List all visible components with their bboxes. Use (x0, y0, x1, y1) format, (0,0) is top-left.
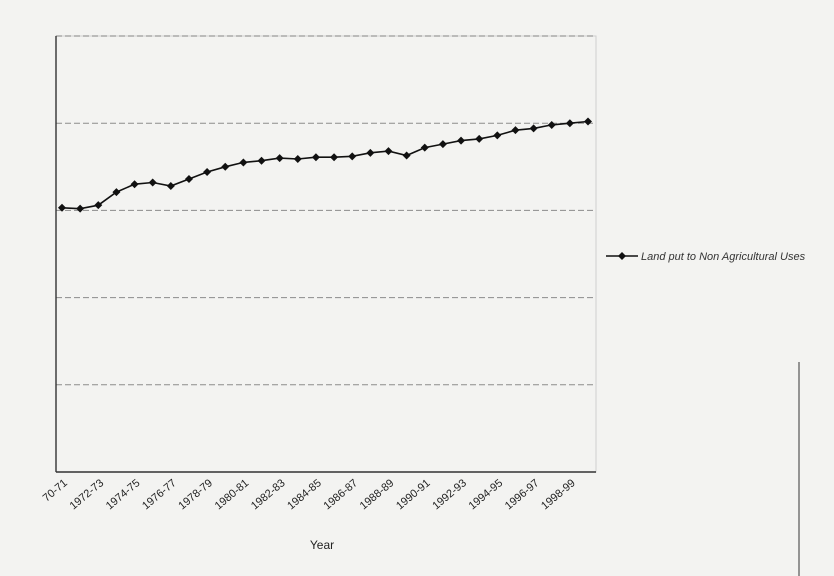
data-point (166, 181, 175, 190)
x-tick-label: 1972-73 (68, 477, 107, 512)
data-point (275, 154, 284, 163)
data-point (384, 147, 393, 156)
data-point (493, 131, 502, 140)
x-tick-label: 1996-97 (503, 477, 542, 512)
data-point (58, 203, 66, 212)
data-point (130, 180, 139, 189)
data-point (203, 168, 212, 177)
data-point (529, 124, 538, 133)
x-tick-label: 1976-77 (140, 477, 179, 512)
legend-marker (618, 252, 626, 260)
data-point (457, 136, 466, 145)
data-point (402, 151, 411, 160)
data-point (293, 154, 302, 163)
data-point (112, 188, 121, 197)
x-tick-label: 1982-83 (249, 477, 288, 512)
data-point (76, 204, 85, 213)
series-points (58, 117, 592, 213)
data-point (547, 120, 556, 129)
x-tick-label: 1986-87 (321, 477, 360, 512)
data-point (148, 178, 157, 187)
x-tick-label: 1992-93 (430, 477, 469, 512)
x-tick-label: 1980-81 (213, 477, 252, 512)
data-point (330, 153, 339, 162)
x-tick-label: 1984-85 (285, 477, 324, 512)
x-tick-label: 1994-95 (467, 477, 506, 512)
data-point (366, 148, 375, 157)
x-tick-label: 1998-99 (539, 477, 578, 512)
x-tick-labels: 70-711972-731974-751976-771978-791980-81… (41, 477, 578, 512)
data-point (348, 152, 357, 161)
x-tick-label: 1988-89 (358, 477, 397, 512)
data-point (475, 134, 484, 143)
data-point (221, 162, 230, 171)
data-point (239, 158, 248, 167)
data-point (565, 119, 574, 128)
x-tick-label: 1978-79 (176, 477, 215, 512)
data-point (94, 201, 103, 210)
x-tick-label: 70-71 (41, 477, 70, 504)
series-line (61, 120, 589, 210)
data-point (584, 117, 592, 126)
x-tick-label: 1974-75 (104, 477, 143, 512)
data-point (311, 153, 320, 162)
legend-label: Land put to Non Agricultural Uses (641, 251, 806, 263)
data-point (438, 140, 447, 149)
plot-frame (55, 35, 597, 473)
data-point (420, 143, 429, 152)
legend: Land put to Non Agricultural Uses (606, 251, 806, 263)
data-point (511, 126, 520, 135)
data-point (184, 175, 193, 184)
x-axis-title: Year (310, 538, 334, 552)
data-point (257, 156, 266, 165)
gridlines (56, 35, 596, 386)
x-tick-label: 1990-91 (394, 477, 433, 512)
